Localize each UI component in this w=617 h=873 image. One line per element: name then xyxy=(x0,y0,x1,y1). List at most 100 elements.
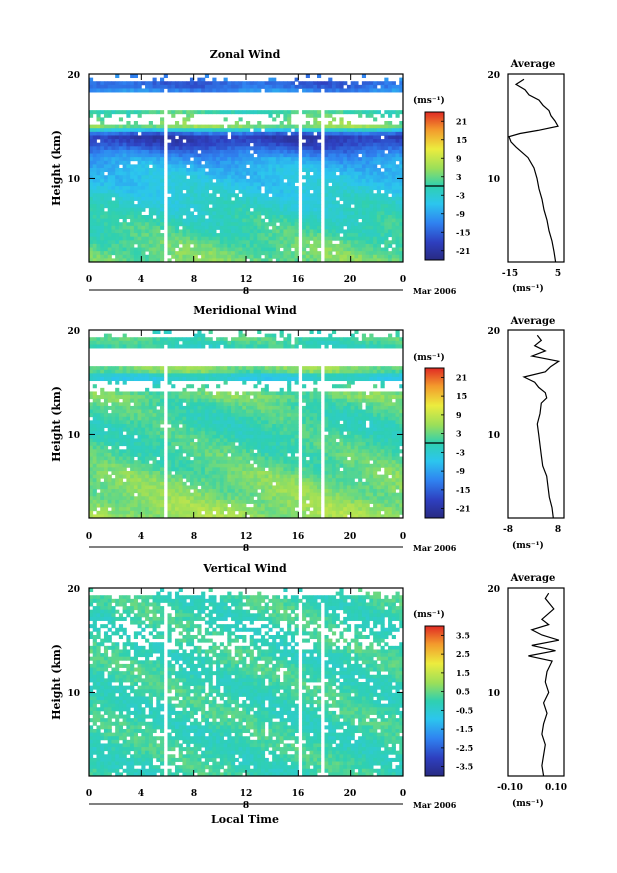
heatmap-cell xyxy=(399,84,404,89)
heatmap-cell xyxy=(305,377,310,382)
heatmap-cell xyxy=(264,164,269,169)
heatmap-cell xyxy=(305,337,310,342)
heatmap-cell xyxy=(358,377,363,382)
heatmap-cell xyxy=(141,236,146,241)
heatmap-cell xyxy=(350,233,355,238)
heatmap-cell xyxy=(141,160,146,165)
heatmap-cell xyxy=(126,149,131,154)
heatmap-cell xyxy=(216,416,221,421)
heatmap-cell xyxy=(376,369,381,374)
heatmap-cell xyxy=(167,196,172,201)
heatmap-cell xyxy=(141,229,146,234)
heatmap-cell xyxy=(126,402,131,407)
heatmap-cell xyxy=(313,160,318,165)
heatmap-cell xyxy=(201,131,206,136)
heatmap-cell xyxy=(223,395,228,400)
heatmap-cell xyxy=(294,243,299,248)
heatmap-cell xyxy=(388,121,393,126)
heatmap-cell xyxy=(350,413,355,418)
heatmap-cell xyxy=(264,193,269,198)
heatmap-cell xyxy=(302,128,307,133)
heatmap-cell xyxy=(350,189,355,194)
heatmap-cell xyxy=(275,196,281,201)
heatmap-cell xyxy=(130,405,135,410)
heatmap-cell xyxy=(305,196,310,201)
heatmap-cell xyxy=(290,420,295,425)
heatmap-cell xyxy=(137,200,142,205)
heatmap-cell xyxy=(197,416,202,421)
heatmap-cell xyxy=(219,189,224,194)
heatmap-cell xyxy=(189,153,195,158)
heatmap-cell xyxy=(111,413,116,418)
heatmap-cell xyxy=(103,204,109,209)
heatmap-cell xyxy=(204,229,210,234)
heatmap-cell xyxy=(294,251,299,256)
heatmap-cell xyxy=(242,225,247,230)
heatmap-cell xyxy=(141,139,146,144)
heatmap-cell xyxy=(272,175,277,180)
heatmap-cell xyxy=(189,182,195,187)
heatmap-cell xyxy=(160,168,165,173)
heatmap-cell xyxy=(141,178,146,183)
heatmap-cell xyxy=(145,236,150,241)
heatmap-cell xyxy=(107,164,112,169)
heatmap-cell xyxy=(369,88,374,93)
heatmap-cell xyxy=(107,171,112,176)
heatmap-cell xyxy=(279,340,284,345)
heatmap-cell xyxy=(268,247,273,252)
heatmap-cell xyxy=(331,229,337,234)
heatmap-cell xyxy=(148,369,153,374)
heatmap-cell xyxy=(264,222,269,227)
heatmap-cell xyxy=(305,229,310,234)
heatmap-cell xyxy=(249,164,254,169)
heatmap-cell xyxy=(365,243,370,248)
heatmap-cell xyxy=(231,171,236,176)
heatmap-cell xyxy=(126,254,131,259)
heatmap-cell xyxy=(268,110,273,115)
heatmap-cell xyxy=(391,218,396,223)
heatmap-cell xyxy=(395,330,400,335)
heatmap-cell xyxy=(354,84,359,89)
heatmap-cell xyxy=(92,128,97,133)
heatmap-cell xyxy=(201,413,206,418)
heatmap-cell xyxy=(290,81,295,86)
heatmap-cell xyxy=(272,200,277,205)
heatmap-cell xyxy=(122,149,127,154)
heatmap-cell xyxy=(89,175,94,180)
heatmap-cell xyxy=(287,380,292,385)
heatmap-cell xyxy=(302,344,307,349)
heatmap-cell xyxy=(189,402,195,407)
heatmap-cell xyxy=(92,233,97,238)
heatmap-cell xyxy=(234,377,239,382)
heatmap-cell xyxy=(133,218,138,223)
heatmap-cell xyxy=(302,398,307,403)
heatmap-cell xyxy=(264,211,269,216)
heatmap-cell xyxy=(167,84,172,89)
heatmap-cell xyxy=(193,222,198,227)
heatmap-cell xyxy=(309,420,314,425)
heatmap-cell xyxy=(257,222,262,227)
heatmap-cell xyxy=(361,200,367,205)
heatmap-cell xyxy=(231,247,236,252)
heatmap-cell xyxy=(100,431,105,436)
heatmap-cell xyxy=(343,182,348,187)
heatmap-cell xyxy=(287,229,292,234)
heatmap-cell xyxy=(264,142,269,147)
heatmap-cell xyxy=(257,391,262,396)
heatmap-cell xyxy=(156,258,161,263)
heatmap-cell xyxy=(399,337,404,342)
heatmap-cell xyxy=(219,409,224,414)
heatmap-cell xyxy=(246,373,251,378)
heatmap-cell xyxy=(279,124,284,129)
heatmap-cell xyxy=(100,178,105,183)
heatmap-cell xyxy=(249,215,254,220)
heatmap-cell xyxy=(171,247,176,252)
heatmap-cell xyxy=(335,178,340,183)
heatmap-cell xyxy=(365,153,370,158)
heatmap-cell xyxy=(234,369,239,374)
heatmap-cell xyxy=(167,131,172,136)
heatmap-cell xyxy=(89,258,94,263)
heatmap-cell xyxy=(283,222,288,227)
heatmap-cell xyxy=(246,413,251,418)
heatmap-cell xyxy=(89,215,94,220)
